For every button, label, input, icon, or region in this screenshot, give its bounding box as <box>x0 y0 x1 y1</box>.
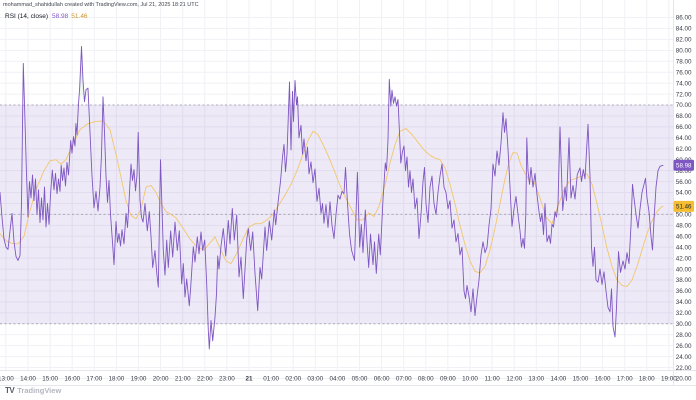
svg-text:34.00: 34.00 <box>676 299 692 306</box>
svg-text:12:00: 12:00 <box>506 376 522 383</box>
svg-text:19:00: 19:00 <box>131 376 147 383</box>
svg-text:66.00: 66.00 <box>676 124 692 131</box>
svg-text:05:00: 05:00 <box>352 376 368 383</box>
svg-text:32.00: 32.00 <box>676 310 692 317</box>
svg-text:17:00: 17:00 <box>617 376 633 383</box>
svg-text:13:00: 13:00 <box>528 376 544 383</box>
svg-text:78.00: 78.00 <box>676 58 692 65</box>
svg-text:68.00: 68.00 <box>676 113 692 120</box>
svg-text:06:00: 06:00 <box>374 376 390 383</box>
svg-text:13:00: 13:00 <box>0 376 14 383</box>
rsi-legend-value: 58.98 <box>52 13 69 20</box>
svg-text:62.00: 62.00 <box>676 146 692 153</box>
attribution-text: mohammad_shahidullah created with Tradin… <box>3 2 199 8</box>
svg-text:18:00: 18:00 <box>639 376 655 383</box>
time-scale[interactable]: 13:00 14:00 15:00 16:00 17:00 18:00 19:00 20:00… <box>0 376 677 383</box>
svg-text:58.00: 58.00 <box>676 168 692 175</box>
svg-text:26.00: 26.00 <box>676 343 692 350</box>
svg-text:07:00: 07:00 <box>396 376 412 383</box>
grid-vertical <box>5 0 670 371</box>
svg-text:86.00: 86.00 <box>676 15 692 22</box>
svg-text:17:00: 17:00 <box>86 376 102 383</box>
price-scale[interactable]: 86.00 84.00 82.00 80.00 78.00 76.00 74.00 72.00… <box>676 15 692 383</box>
svg-text:74.00: 74.00 <box>676 80 692 87</box>
indicator-title: RSI (14, close) <box>5 13 48 20</box>
svg-text:46.00: 46.00 <box>676 233 692 240</box>
svg-text:18:00: 18:00 <box>109 376 125 383</box>
svg-text:19:00: 19:00 <box>661 376 677 383</box>
svg-text:22:00: 22:00 <box>197 376 213 383</box>
svg-text:76.00: 76.00 <box>676 69 692 76</box>
svg-text:36.00: 36.00 <box>676 288 692 295</box>
tradingview-logo[interactable]: TV TradingView <box>5 386 61 395</box>
tradingview-logo-text: TradingView <box>17 386 62 395</box>
svg-text:30.00: 30.00 <box>676 321 692 328</box>
svg-text:84.00: 84.00 <box>676 26 692 33</box>
rsi-price-badge: 58.98 <box>673 159 694 171</box>
svg-text:11:00: 11:00 <box>484 376 500 383</box>
svg-text:54.00: 54.00 <box>676 190 692 197</box>
ma-legend-value: 51.46 <box>71 13 88 20</box>
svg-text:64.00: 64.00 <box>676 135 692 142</box>
svg-text:44.00: 44.00 <box>676 244 692 251</box>
svg-text:72.00: 72.00 <box>676 91 692 98</box>
svg-text:28.00: 28.00 <box>676 332 692 339</box>
svg-text:09:00: 09:00 <box>440 376 456 383</box>
svg-text:48.00: 48.00 <box>676 223 692 230</box>
svg-text:22.00: 22.00 <box>676 365 692 372</box>
indicator-legend[interactable]: RSI (14, close) 58.98 51.46 <box>5 13 88 20</box>
svg-text:70.00: 70.00 <box>676 102 692 109</box>
svg-text:16:00: 16:00 <box>595 376 611 383</box>
svg-text:15:00: 15:00 <box>42 376 58 383</box>
rsi-line <box>0 46 664 350</box>
svg-text:51.46: 51.46 <box>676 204 692 211</box>
svg-text:82.00: 82.00 <box>676 37 692 44</box>
svg-text:42.00: 42.00 <box>676 255 692 262</box>
svg-text:14:00: 14:00 <box>20 376 36 383</box>
svg-text:56.00: 56.00 <box>676 179 692 186</box>
svg-text:58.98: 58.98 <box>676 162 692 169</box>
tradingview-logo-icon: TV <box>5 386 15 395</box>
svg-text:02:00: 02:00 <box>285 376 301 383</box>
svg-text:50.00: 50.00 <box>676 212 692 219</box>
svg-text:80.00: 80.00 <box>676 48 692 55</box>
svg-text:20:00: 20:00 <box>153 376 169 383</box>
svg-text:01:00: 01:00 <box>263 376 279 383</box>
svg-text:16:00: 16:00 <box>64 376 80 383</box>
svg-text:40.00: 40.00 <box>676 266 692 273</box>
svg-text:04:00: 04:00 <box>330 376 346 383</box>
svg-text:23:00: 23:00 <box>219 376 235 383</box>
svg-text:10:00: 10:00 <box>462 376 478 383</box>
svg-text:03:00: 03:00 <box>307 376 323 383</box>
svg-text:21:00: 21:00 <box>175 376 191 383</box>
svg-text:21: 21 <box>245 376 253 383</box>
svg-text:38.00: 38.00 <box>676 277 692 284</box>
ma-price-badge: 51.46 <box>673 200 694 212</box>
svg-text:20.00: 20.00 <box>676 376 692 383</box>
svg-text:08:00: 08:00 <box>418 376 434 383</box>
svg-text:15:00: 15:00 <box>573 376 589 383</box>
svg-text:14:00: 14:00 <box>551 376 567 383</box>
svg-text:24.00: 24.00 <box>676 354 692 361</box>
